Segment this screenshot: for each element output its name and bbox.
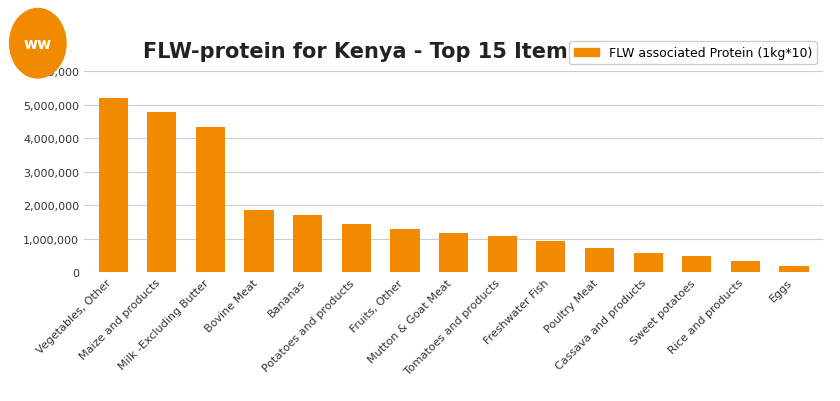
Bar bbox=[536, 241, 565, 273]
Bar bbox=[682, 257, 711, 273]
Bar bbox=[342, 224, 371, 273]
Bar bbox=[488, 236, 517, 273]
Bar bbox=[391, 229, 419, 273]
Text: ww: ww bbox=[24, 36, 52, 52]
Bar bbox=[293, 216, 323, 273]
Bar bbox=[244, 211, 274, 273]
Bar bbox=[633, 254, 663, 273]
Bar bbox=[780, 266, 809, 273]
Bar bbox=[585, 249, 614, 273]
Bar bbox=[731, 261, 760, 273]
Legend: FLW associated Protein (1kg*10): FLW associated Protein (1kg*10) bbox=[569, 43, 817, 65]
Bar bbox=[196, 128, 225, 273]
Bar bbox=[98, 99, 128, 273]
Bar bbox=[439, 233, 468, 273]
Circle shape bbox=[9, 10, 66, 79]
Bar bbox=[147, 112, 176, 273]
Text: FLW-protein for Kenya - Top 15 Items: FLW-protein for Kenya - Top 15 Items bbox=[143, 43, 580, 62]
